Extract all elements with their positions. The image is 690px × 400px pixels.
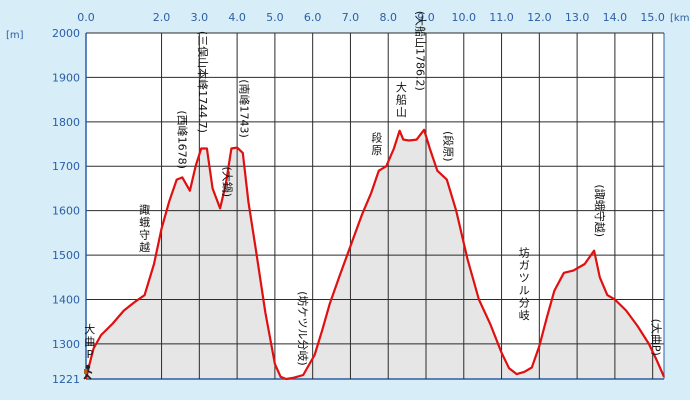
y-tick-label: 1221	[52, 373, 80, 386]
annotation-label: (坊ケツル分岐)	[296, 291, 310, 366]
x-tick-label: 6.0	[304, 11, 322, 24]
annotation-label: (段原)	[442, 131, 456, 162]
x-tick-label: 15.0	[640, 11, 665, 24]
x-tick-label: 13.0	[565, 11, 590, 24]
annotation-label: (大船山1786.2)	[413, 11, 427, 91]
annotation-label: (三俣山本峰1744.7)	[196, 31, 210, 133]
hiker-icon	[85, 364, 91, 370]
y-tick-label: 2000	[52, 27, 80, 40]
x-tick-label: 4.0	[228, 11, 246, 24]
x-tick-label: 8.0	[379, 11, 397, 24]
annotation-label: (大曲P)	[649, 319, 663, 356]
elevation-line	[84, 128, 666, 381]
elevation-area-fill	[86, 129, 664, 379]
x-tick-label: 12.0	[527, 11, 552, 24]
x-tick-label: 14.0	[603, 11, 628, 24]
y-tick-label: 1800	[52, 116, 80, 129]
y-tick-label: 1400	[52, 293, 80, 306]
annotation-label: 大船山	[396, 80, 407, 119]
x-tick-label: 0.0	[77, 11, 95, 24]
hiker-icon-pack	[84, 369, 88, 374]
annotation-label: 大曲 P	[84, 322, 95, 361]
x-tick-label: 11.0	[489, 11, 514, 24]
y-tick-label: 1300	[52, 338, 80, 351]
annotation-label: (南峰1743)	[238, 79, 251, 138]
y-tick-label: 1700	[52, 160, 80, 173]
x-tick-label: 2.0	[153, 11, 171, 24]
y-tick-label: 1600	[52, 205, 80, 218]
x-tick-label: 7.0	[342, 11, 360, 24]
x-tick-label: 9.0	[417, 11, 435, 24]
y-tick-label: 1500	[52, 249, 80, 262]
y-tick-label: 1900	[52, 71, 80, 84]
hiker-icon-body	[83, 368, 93, 380]
x-tick-label: 5.0	[266, 11, 284, 24]
x-tick-label: 3.0	[191, 11, 209, 24]
annotation-label: 坊ガツル分岐	[519, 245, 530, 322]
x-axis-unit: [km]	[670, 13, 690, 24]
annotation-label: (諏蛾守越)	[593, 184, 607, 237]
annotation-label: 段原	[371, 131, 382, 158]
annotation-label: (大鍋)	[221, 167, 235, 198]
y-axis-unit: [m]	[6, 30, 24, 41]
x-tick-label: 10.0	[452, 11, 477, 24]
annotation-label: (西峰1678)	[175, 110, 188, 169]
annotation-label: 諏蛾守越	[139, 202, 150, 254]
